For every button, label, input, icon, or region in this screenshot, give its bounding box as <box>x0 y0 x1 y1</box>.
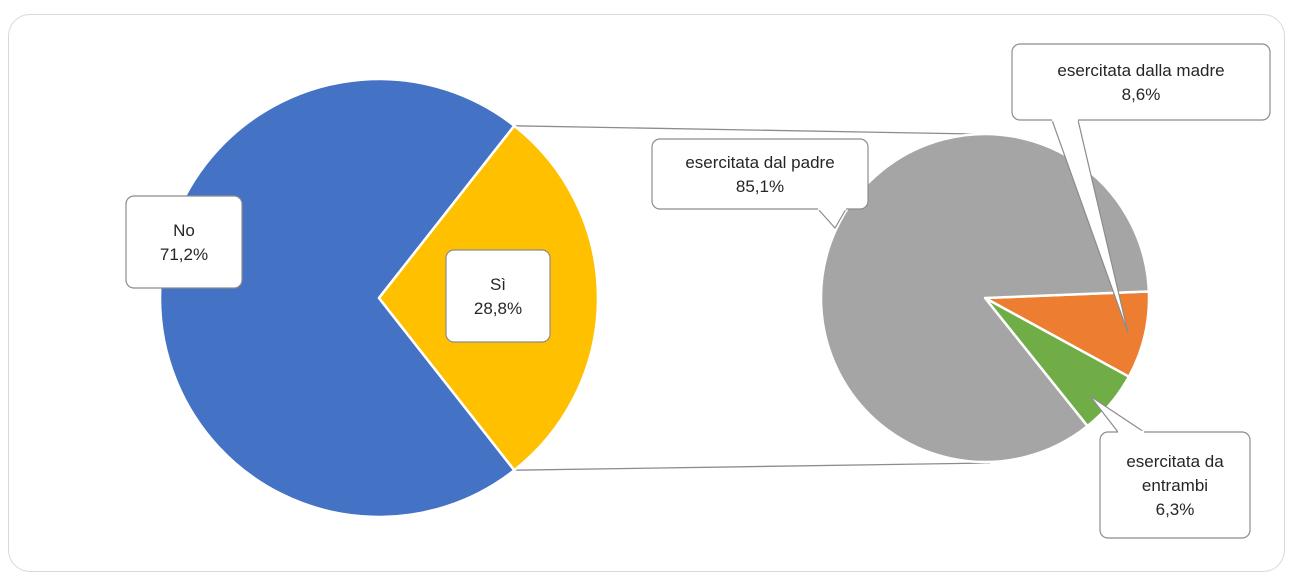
pie-slice-esercitata-dal-padre <box>819 132 1151 464</box>
label-esercitata-da-entrambi: esercitata da entrambi 6,3% <box>1089 395 1251 539</box>
pie-slice-esercitata-dalla-madre <box>983 290 1151 378</box>
connector-line-top <box>514 125 976 135</box>
label-esercitata-dalla-madre-line-2: 8,6% <box>1122 85 1161 104</box>
label-no-line-2: 71,2% <box>160 245 208 264</box>
label-si-line-2: 28,8% <box>474 299 522 318</box>
label-esercitata-dal-padre-line-2: 85,1% <box>736 177 784 196</box>
label-no-line-1: No <box>173 221 195 240</box>
label-si-line-1: Sì <box>490 275 506 294</box>
label-esercitata-dal-padre-line-1: esercitata dal padre <box>685 153 834 172</box>
label-esercitata-da-entrambi-line-3: 6,3% <box>1156 500 1195 519</box>
pie-slice-no <box>158 77 516 519</box>
label-esercitata-da-entrambi-line-1: esercitata da <box>1126 452 1224 471</box>
label-esercitata-dalla-madre-line-1: esercitata dalla madre <box>1057 61 1224 80</box>
label-esercitata-dalla-madre: esercitata dalla madre 8,6% <box>1011 43 1271 334</box>
label-esercitata-da-entrambi-line-2: entrambi <box>1142 476 1208 495</box>
label-si: Sì 28,8% <box>445 249 551 343</box>
label-no: No 71,2% <box>125 195 243 289</box>
label-esercitata-dal-padre: esercitata dal padre 85,1% <box>651 138 869 230</box>
connector-line-bottom <box>514 462 991 471</box>
